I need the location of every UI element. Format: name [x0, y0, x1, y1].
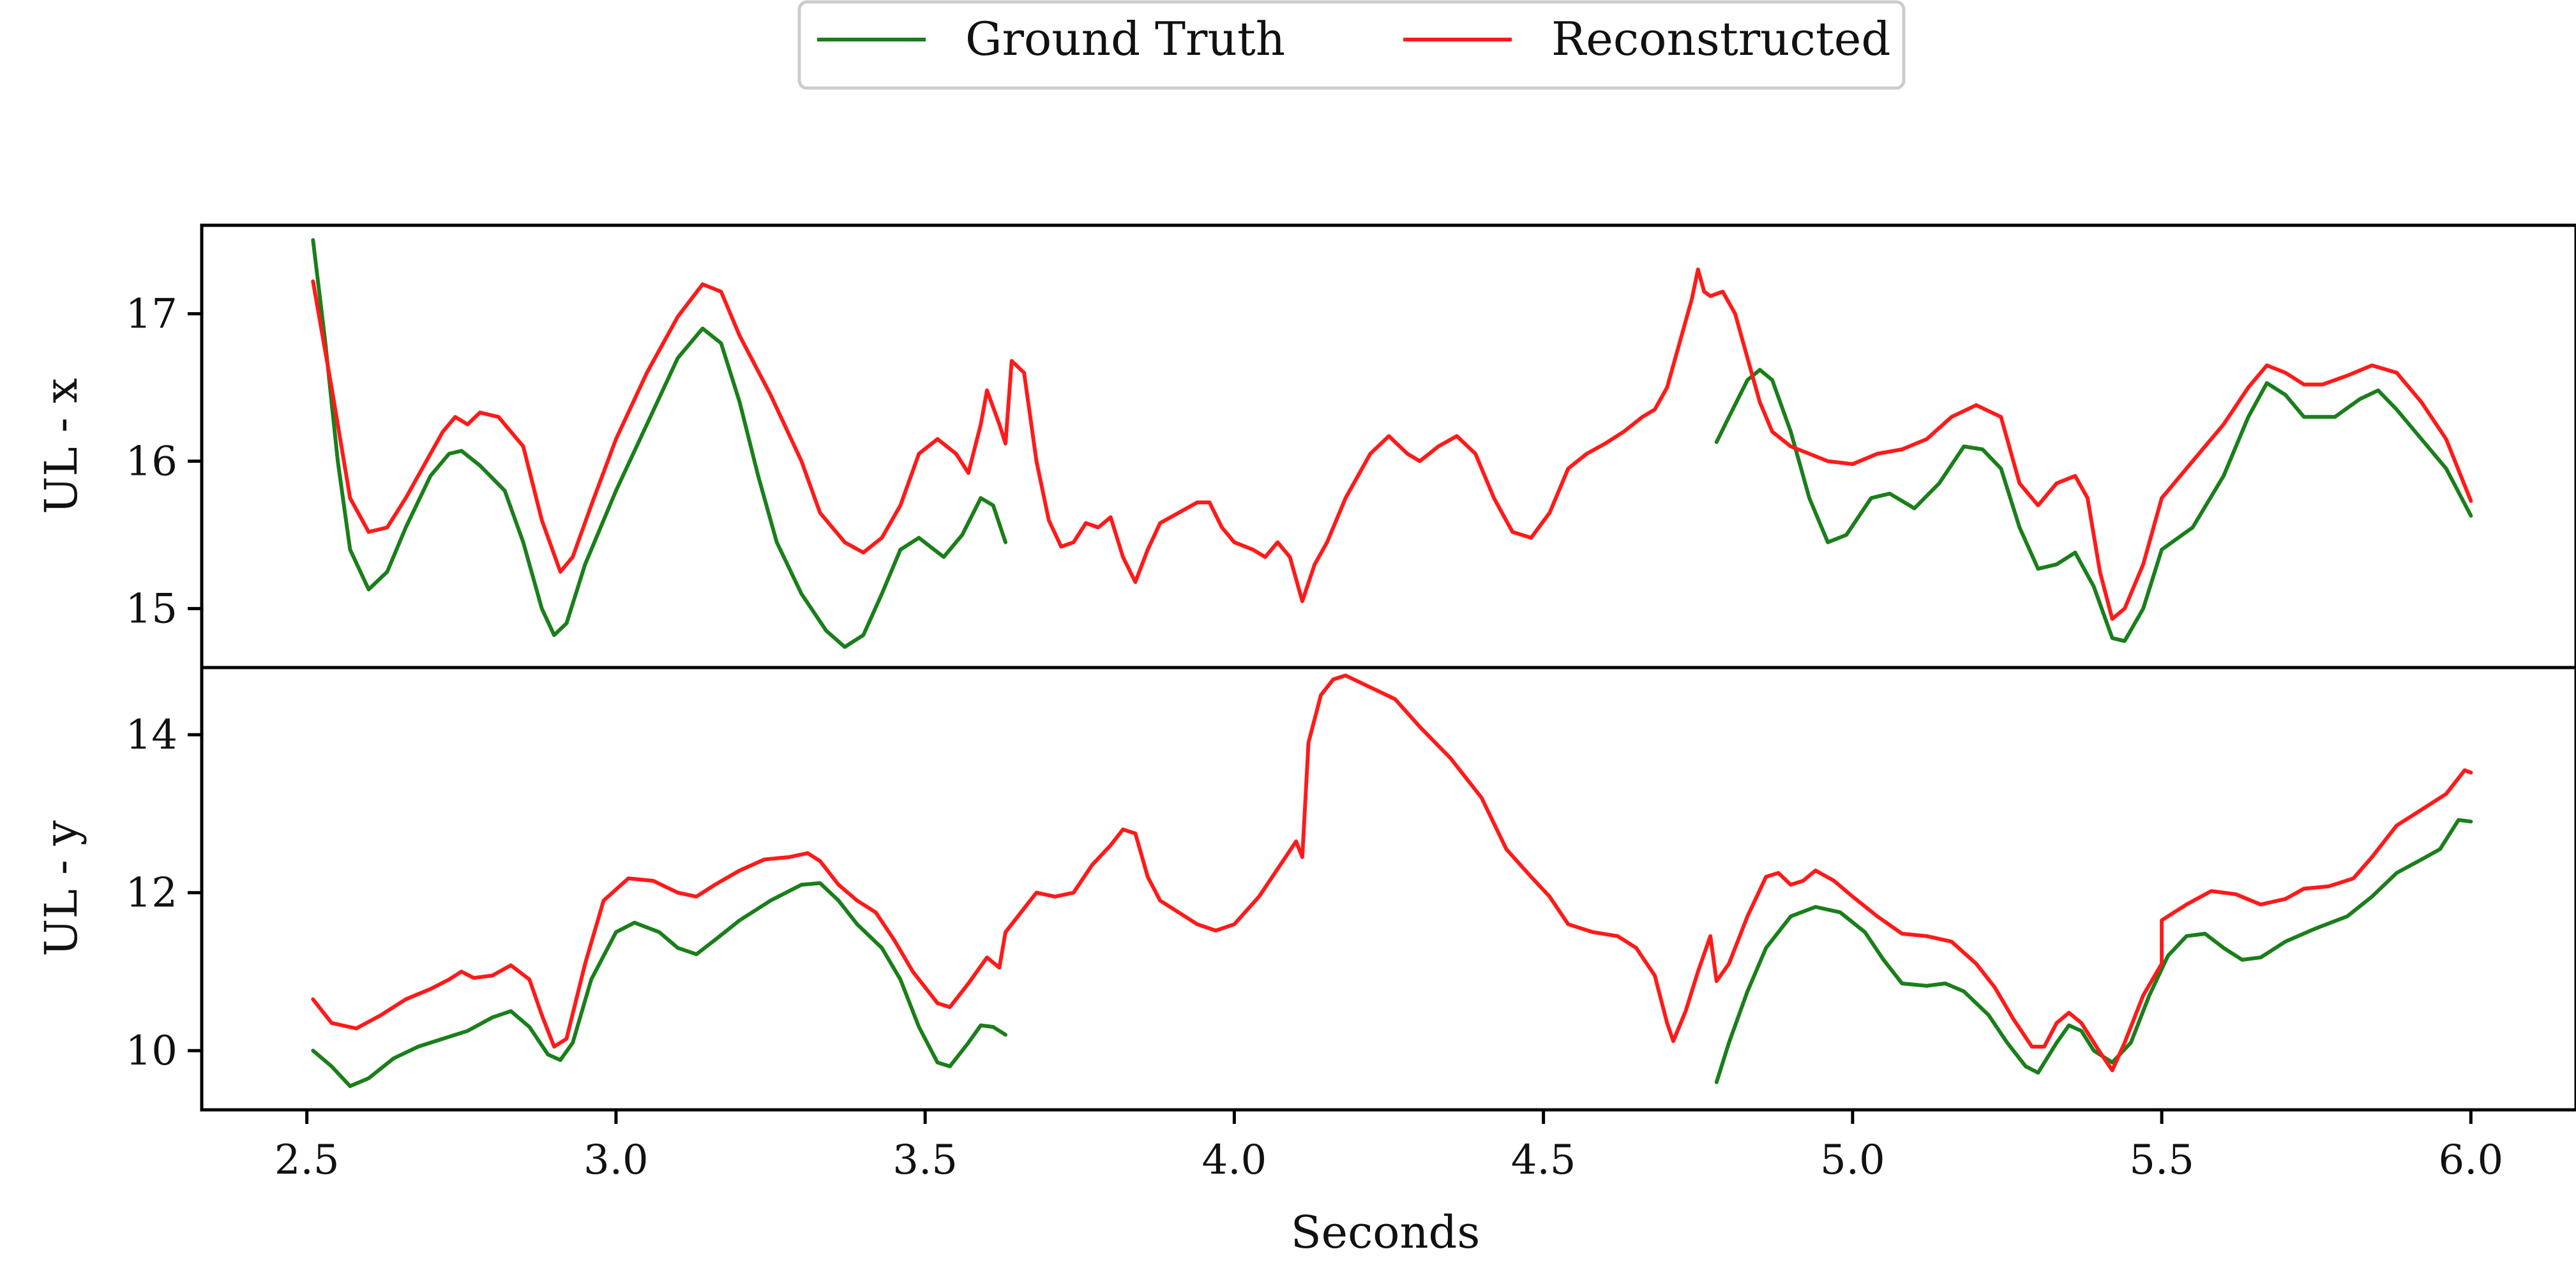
series-line-ground-truth-segment-1: [311, 238, 1007, 649]
panel-ul-x-lines: [311, 238, 2473, 649]
legend: Ground Truth Reconstructed: [797, 0, 1906, 90]
panel-ul-x-yticks: 15 16 17: [126, 291, 202, 633]
legend-frame: [797, 0, 1906, 90]
x-axis-ticks: 2.5 3.0 3.5 4.0 4.5 5.0 5.5 6.0: [275, 1110, 2503, 1184]
y-tick-label: 12: [126, 870, 177, 917]
panel-ul-y-lines: [311, 673, 2473, 1088]
x-tick-label: 5.5: [2129, 1137, 2194, 1184]
x-tick-label: 4.5: [1511, 1137, 1576, 1184]
x-axis-label: Seconds: [1291, 1206, 1480, 1259]
series-line-ground-truth-segment-1: [311, 881, 1007, 1088]
y-tick-label: 14: [126, 712, 177, 759]
panel-ul-y: 10 12 14 UL - y: [35, 666, 2576, 1112]
x-tick-label: 4.0: [1201, 1137, 1267, 1184]
x-tick-label: 6.0: [2438, 1137, 2503, 1184]
series-line-ground-truth-segment-2: [1714, 818, 2473, 1084]
y-tick-label: 16: [126, 438, 177, 486]
legend-label-ground-truth: Ground Truth: [965, 12, 1285, 66]
series-line-reconstructed-segment-1: [311, 673, 2473, 1073]
x-tick-label: 2.5: [275, 1137, 340, 1184]
series-line-reconstructed-segment-1: [311, 267, 2473, 621]
series-line-ground-truth-segment-2: [1714, 368, 2473, 643]
x-tick-label: 5.0: [1820, 1137, 1885, 1184]
panel-ul-y-frame: [200, 666, 2576, 1112]
x-tick-label: 3.0: [584, 1137, 649, 1184]
x-tick-label: 3.5: [893, 1137, 958, 1184]
y-tick-label: 10: [126, 1028, 177, 1075]
panel-ul-x-ylabel: UL - x: [35, 378, 87, 514]
y-tick-label: 17: [126, 291, 177, 338]
legend-label-reconstructed: Reconstructed: [1551, 12, 1891, 66]
y-tick-label: 15: [126, 586, 177, 633]
panel-ul-y-yticks: 10 12 14: [126, 712, 202, 1075]
panel-ul-y-ylabel: UL - y: [35, 820, 87, 957]
panel-ul-x: 15 16 17 UL - x: [35, 223, 2576, 669]
